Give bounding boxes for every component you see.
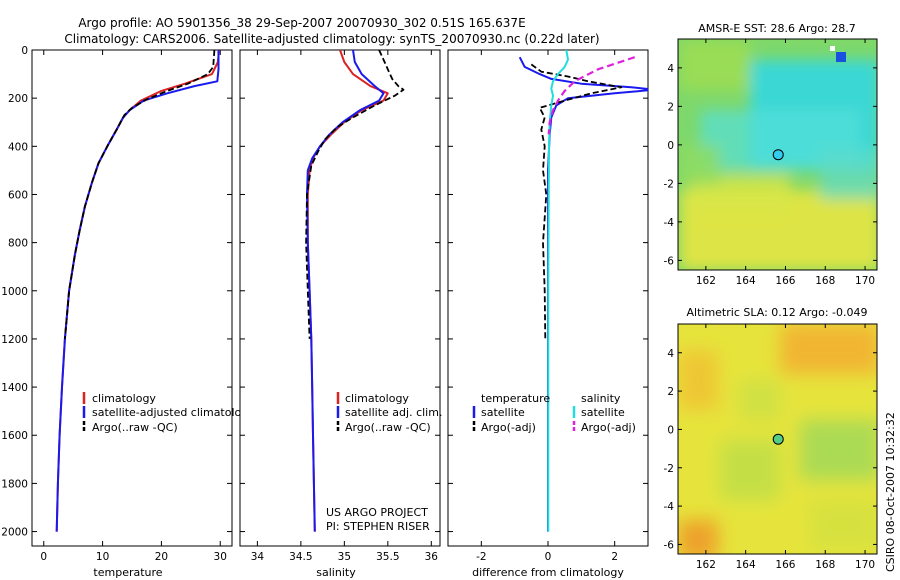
sla_map-ytick-label-1: -4 — [664, 501, 675, 513]
temperature-ytick-label-1: 200 — [8, 93, 28, 105]
sst-map-title: AMSR-E SST: 28.6 Argo: 28.7 — [698, 22, 856, 35]
sla_map-xtick-label-1: 164 — [736, 559, 756, 571]
temperature-series — [55, 50, 221, 532]
temperature-ytick-label-10: 2000 — [1, 527, 28, 539]
temperature-xlabel: temperature — [93, 566, 162, 579]
salinity-xtick-label-1: 34.5 — [289, 551, 312, 563]
sla-map-title: Altimetric SLA: 0.12 Argo: -0.049 — [687, 306, 868, 319]
sla_map-ytick-label-4: 2 — [667, 386, 674, 398]
sla-argo-marker — [772, 433, 784, 445]
sla_map-xtick-label-2: 166 — [775, 559, 795, 571]
legend-label-climatology: climatology — [92, 392, 156, 405]
sst_map-xtick-label-2: 166 — [775, 275, 795, 287]
legend-label-sal-argo: Argo(..raw -QC) — [345, 421, 431, 434]
legend-heading-salinity: salinity — [581, 392, 621, 405]
sst-map-ticks: 162 164 166 168 170 -6 -4 -2 0 2 4 — [664, 39, 877, 287]
sla_map-xtick-label-0: 162 — [696, 559, 716, 571]
sst_map-ytick-label-1: -4 — [664, 217, 675, 229]
sst_map-ytick-label-2: -2 — [664, 178, 674, 190]
legend-label-diff-temp-argo: Argo(-adj) — [481, 421, 536, 434]
figure-title-line2: Climatology: CARS2006. Satellite-adjuste… — [64, 32, 599, 46]
temperature-axes-box — [31, 49, 233, 547]
sla_map-argo-position — [772, 433, 784, 445]
sst_map-xtick-label-4: 170 — [855, 275, 875, 287]
salinity-axes-box — [239, 49, 441, 547]
temperature-xtick-label-3: 30 — [214, 551, 227, 563]
sst-map-frame — [677, 38, 878, 271]
sla-map-panel: Altimetric SLA: 0.12 Argo: -0.049 162 164… — [664, 306, 878, 571]
sst_map-ytick-label-0: -6 — [664, 255, 675, 267]
salinity-xtick-label-4: 36 — [425, 551, 439, 563]
sst-map-panel: AMSR-E SST: 28.6 Argo: 28.7 162 164 166 168… — [664, 22, 878, 287]
legend-label-argo-raw: Argo(..raw -QC) — [92, 421, 178, 434]
sla_map-ytick-label-5: 4 — [667, 348, 674, 360]
difference-ticks: -2 0 2 — [448, 49, 648, 563]
salinity-xtick-label-2: 35 — [338, 551, 351, 563]
sst-argo-marker — [772, 149, 784, 161]
salinity-series — [305, 50, 405, 532]
legend-label-satellite-adjusted: satellite-adjusted climatology — [92, 406, 255, 419]
salinity-series-2 — [305, 50, 405, 339]
salinity-xtick-label-3: 35.5 — [376, 551, 399, 563]
salinity-legend: climatology satellite adj. clim. Argo(..… — [336, 392, 442, 434]
difference-xtick-label-1: 0 — [545, 551, 552, 563]
sst_map-ytick-label-4: 2 — [667, 101, 674, 113]
credit-line1: US ARGO PROJECT — [326, 506, 428, 519]
temperature-ticks: 0 10 20 30 0 200 400 600 800 1000 1200 1400 1600 1800… — [1, 45, 232, 563]
temperature-ytick-label-5: 1000 — [1, 286, 28, 298]
sst_map-ytick-label-5: 4 — [667, 63, 674, 75]
temperature-ytick-label-0: 0 — [21, 45, 28, 57]
temperature-ytick-label-9: 1800 — [1, 478, 28, 490]
sst-missing-cell — [830, 46, 835, 51]
difference-series-3 — [547, 56, 636, 135]
sst_map-argo-position — [772, 149, 784, 161]
sst_map-xtick-label-0: 162 — [696, 275, 716, 287]
legend-label-sal-climatology: climatology — [345, 392, 409, 405]
credit-line2: PI: STEPHEN RISER — [326, 520, 430, 533]
temperature-legend: climatology satellite-adjusted climatolo… — [82, 392, 255, 434]
sla_map-xtick-label-4: 170 — [855, 559, 875, 571]
difference-series-2 — [547, 50, 569, 532]
sla-map-frame — [677, 323, 878, 555]
temperature-ytick-label-4: 800 — [8, 238, 28, 250]
difference-legend: temperature satellite Argo(-adj) salinit… — [472, 392, 636, 434]
difference-xtick-label-0: -2 — [476, 551, 486, 563]
legend-label-diff-sal-argo: Argo(-adj) — [581, 421, 636, 434]
figure-title-line1: Argo profile: AO 5901356_38 29-Sep-2007 … — [78, 16, 525, 30]
sst_map-xtick-label-3: 168 — [815, 275, 835, 287]
difference-xtick-label-2: 2 — [611, 551, 618, 563]
salinity-series-1 — [306, 50, 385, 532]
sla-map-ticks: 162 164 166 168 170 -6 -4 -2 0 2 4 — [664, 324, 877, 571]
temperature-panel: 0 10 20 30 0 200 400 600 800 1000 1200 1400 1600 1800… — [1, 45, 255, 579]
difference-panel: -2 0 2 difference from climatology tempera… — [447, 49, 649, 579]
temperature-series-2 — [64, 50, 216, 339]
temperature-xtick-label-2: 20 — [155, 551, 168, 563]
temperature-ytick-label-6: 1200 — [1, 334, 28, 346]
sla_map-xtick-label-3: 168 — [815, 559, 835, 571]
difference-xlabel: difference from climatology — [472, 566, 624, 579]
sla_map-ytick-label-2: -2 — [664, 463, 674, 475]
temperature-ytick-label-2: 400 — [8, 141, 28, 153]
sst-hotspot-cell — [836, 52, 846, 62]
sla_map-ytick-label-3: 0 — [667, 424, 674, 436]
salinity-ticks: 34 34.5 35 35.5 36 — [240, 49, 440, 563]
temperature-ytick-label-7: 1400 — [1, 382, 28, 394]
legend-label-diff-temp-satellite: satellite — [481, 406, 525, 419]
salinity-xlabel: salinity — [316, 566, 356, 579]
temperature-ytick-label-8: 1600 — [1, 430, 28, 442]
sst_map-ytick-label-3: 0 — [667, 140, 674, 152]
temperature-xtick-label-1: 10 — [96, 551, 109, 563]
legend-heading-temperature: temperature — [481, 392, 550, 405]
legend-label-diff-sal-satellite: satellite — [581, 406, 625, 419]
temperature-xtick-label-0: 0 — [40, 551, 47, 563]
salinity-panel: 34 34.5 35 35.5 36 salinity climatology sate… — [239, 49, 442, 579]
sla_map-ytick-label-0: -6 — [664, 539, 675, 551]
sst_map-xtick-label-1: 164 — [736, 275, 756, 287]
difference-series — [518, 50, 648, 532]
temperature-ytick-label-3: 600 — [8, 189, 28, 201]
timestamp: CSIRO 08-Oct-2007 10:32:32 — [884, 412, 897, 572]
salinity-xtick-label-0: 34 — [251, 551, 265, 563]
legend-label-sal-satellite: satellite adj. clim. — [345, 406, 442, 419]
